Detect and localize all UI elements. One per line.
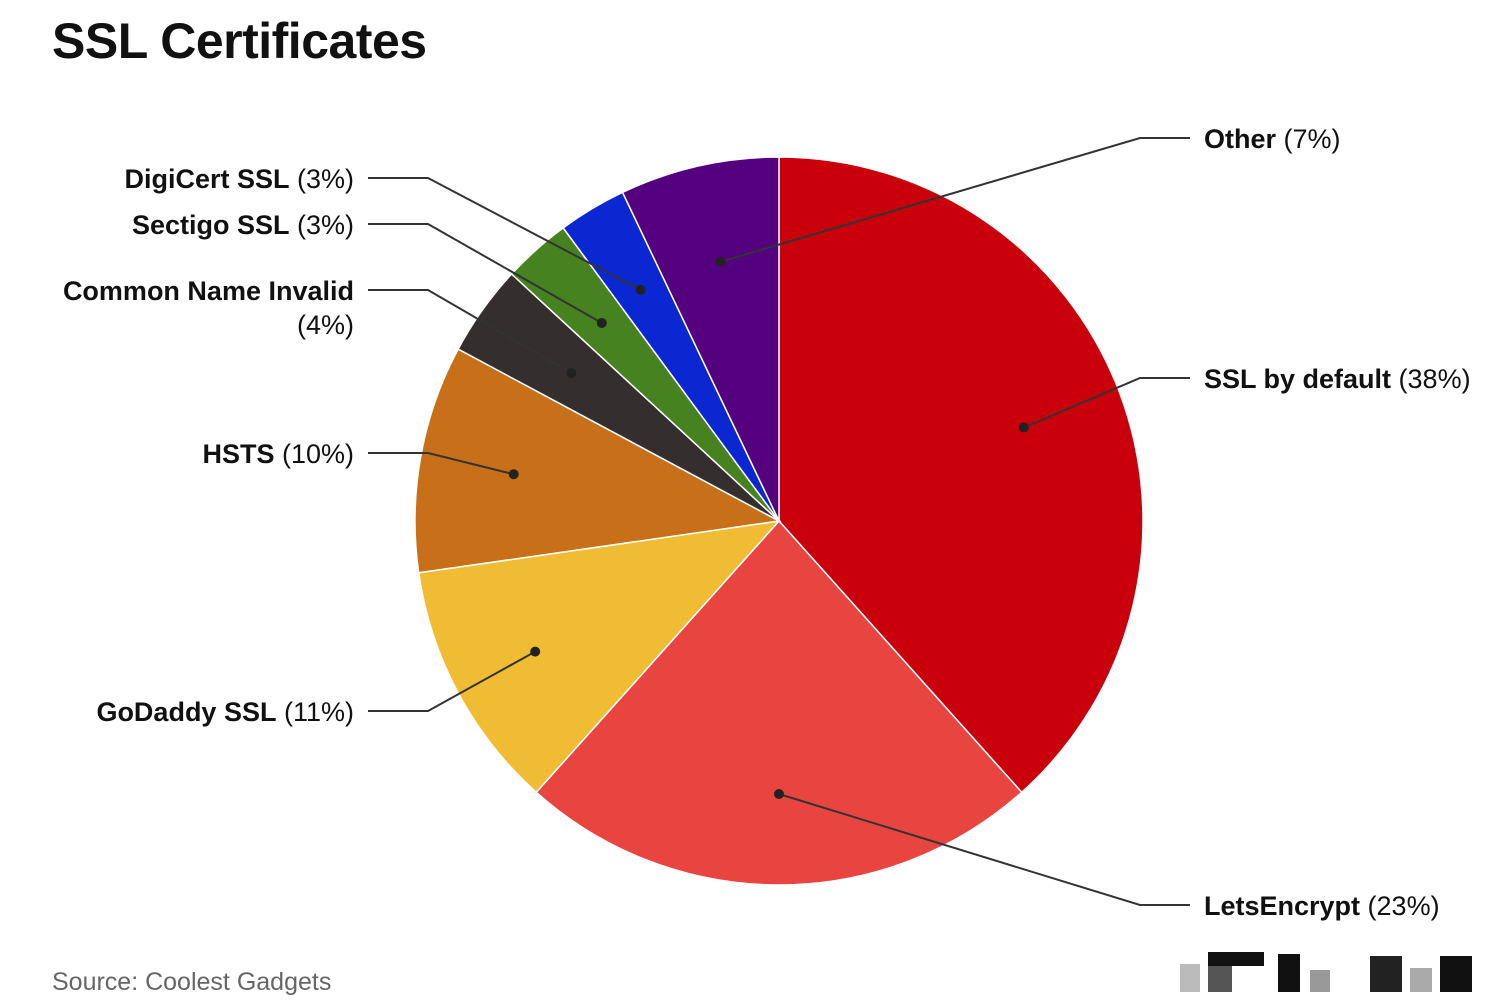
leader-dot-sectigo-ssl [596,318,607,328]
pie-slice-other [621,156,780,522]
leader-line-digicert-ssl [368,177,642,291]
watermark-logo [1180,952,1472,992]
pie-slice-letsencrypt [535,519,1023,886]
pie-slice-ssl-by-default [778,156,1144,794]
slice-label-common-name-invalid: Common Name Invalid (4%) [63,276,354,340]
leader-line-letsencrypt [778,793,1190,906]
leader-dot-other [715,256,726,267]
source-note: Source: Coolest Gadgets [52,968,332,996]
leader-dot-ssl-by-default [1018,422,1029,433]
leader-line-hsts [368,452,514,476]
leader-dot-digicert-ssl [635,284,646,295]
leader-dot-hsts [508,469,519,480]
slice-label-sectigo-ssl: Sectigo SSL (3%) [132,210,354,240]
slice-label-letsencrypt: LetsEncrypt (23%) [1204,891,1440,921]
leader-dot-letsencrypt [774,789,784,799]
leader-dot-godaddy-ssl [530,646,541,657]
pie-slice-hsts [414,348,782,574]
slice-label-digicert-ssl: DigiCert SSL (3%) [124,164,354,194]
leader-line-other [720,137,1190,263]
pie-slice-godaddy-ssl [417,519,781,794]
leader-line-ssl-by-default [1023,377,1190,429]
slice-label-hsts: HSTS (10%) [202,439,354,469]
slice-label-ssl-by-default: SSL by default (38%) [1204,364,1471,394]
leader-line-sectigo-ssl [368,223,603,324]
leader-line-godaddy-ssl [368,650,536,712]
slice-label-godaddy-ssl: GoDaddy SSL (11%) [96,697,354,727]
chart-title: SSL Certificates [52,13,427,69]
leader-dot-common-name-invalid [566,368,577,379]
leader-line-common-name-invalid [368,289,572,375]
slice-label-other: Other (7%) [1204,124,1341,154]
